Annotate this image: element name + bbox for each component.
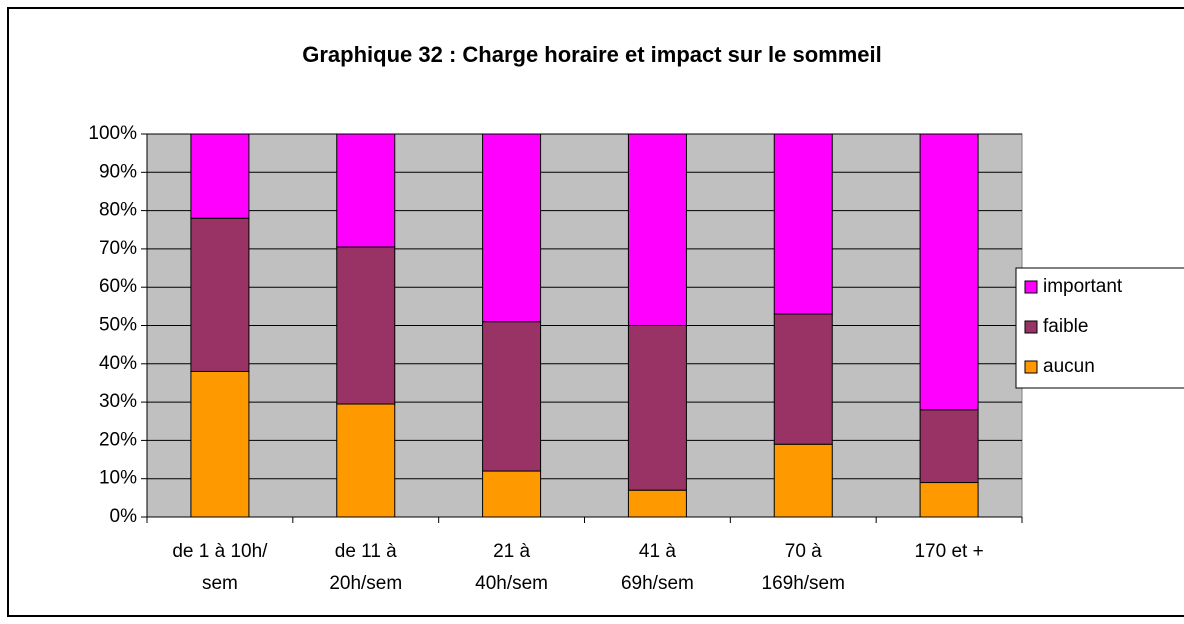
y-tick-label: 20%	[99, 429, 137, 450]
legend-label: aucun	[1043, 356, 1095, 377]
y-tick-label: 40%	[99, 353, 137, 374]
bar-segment	[190, 133, 250, 219]
x-tick-label: 41 à	[639, 541, 676, 562]
bar-segment	[482, 133, 542, 323]
bar-segment	[919, 133, 979, 411]
bar-segment	[919, 409, 979, 484]
x-tick-label: 70 à	[785, 541, 822, 562]
bar-segment	[336, 403, 396, 518]
bar-segment	[773, 443, 833, 518]
bar-segment	[190, 217, 250, 372]
x-tick-label: de 11 à	[335, 541, 397, 562]
legend	[1015, 267, 1184, 389]
y-tick-label: 10%	[99, 468, 137, 489]
legend-swatch	[1024, 320, 1038, 334]
bar-segment	[627, 325, 687, 491]
bar-segment	[190, 370, 250, 518]
y-tick-label: 80%	[99, 200, 137, 221]
y-tick-label: 0%	[110, 506, 138, 527]
bar-segment	[627, 133, 687, 326]
bar-segment	[627, 489, 687, 518]
y-tick-label: 90%	[99, 161, 137, 182]
y-tick-label: 30%	[99, 391, 137, 412]
x-tick-label: 69h/sem	[621, 573, 694, 594]
y-tick-label: 50%	[99, 315, 137, 336]
bar-segment	[336, 246, 396, 405]
bar-segment	[919, 482, 979, 518]
legend-label: faible	[1043, 316, 1088, 337]
x-tick-label: 170 et +	[914, 541, 983, 562]
x-tick-label: 21 à	[493, 541, 530, 562]
y-tick-label: 100%	[88, 123, 137, 144]
x-tick-label: 20h/sem	[329, 573, 402, 594]
x-tick-label: 40h/sem	[475, 573, 548, 594]
legend-swatch	[1024, 360, 1038, 374]
legend-swatch	[1024, 280, 1038, 294]
bar-segment	[773, 313, 833, 445]
bar-segment	[773, 133, 833, 315]
chart-title: Graphique 32 : Charge horaire et impact …	[302, 42, 882, 67]
x-tick-label: 169h/sem	[762, 573, 845, 594]
x-tick-label: de 1 à 10h/	[172, 541, 268, 562]
y-tick-label: 60%	[99, 276, 137, 297]
x-tick-label: sem	[202, 573, 238, 594]
bar-segment	[482, 470, 542, 518]
bar-segment	[336, 133, 396, 248]
bar-segment	[482, 321, 542, 472]
y-tick-label: 70%	[99, 238, 137, 259]
legend-label: important	[1043, 276, 1123, 297]
